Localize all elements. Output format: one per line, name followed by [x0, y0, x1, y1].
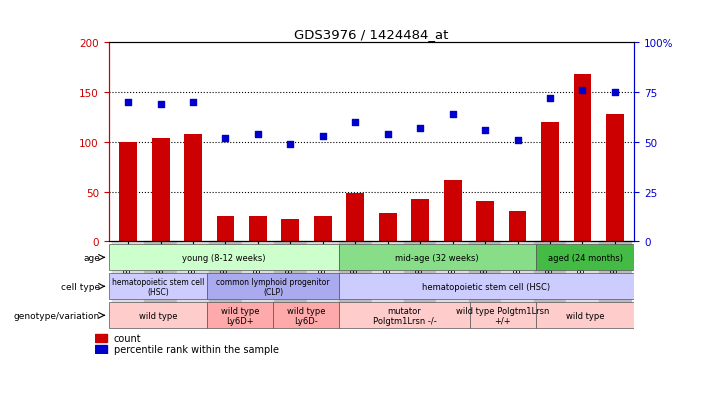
Bar — [274, 242, 306, 317]
Bar — [151, 138, 170, 242]
Text: wild type: wild type — [139, 311, 177, 320]
Point — [609, 90, 620, 96]
Bar — [606, 115, 624, 242]
Bar — [437, 242, 469, 317]
Text: wild type
Ly6D-: wild type Ly6D- — [287, 306, 325, 325]
Point — [318, 133, 329, 140]
Bar — [599, 242, 631, 317]
Text: count: count — [114, 333, 142, 343]
FancyBboxPatch shape — [207, 274, 339, 299]
Text: hematopoietic stem cell (HSC): hematopoietic stem cell (HSC) — [423, 282, 550, 291]
FancyBboxPatch shape — [536, 303, 634, 328]
Text: common lymphoid progenitor
(CLP): common lymphoid progenitor (CLP) — [216, 277, 329, 296]
Bar — [249, 217, 267, 242]
Text: wild type: wild type — [566, 311, 604, 320]
Bar — [573, 75, 592, 242]
FancyBboxPatch shape — [536, 245, 634, 271]
FancyBboxPatch shape — [109, 245, 339, 271]
Bar — [314, 217, 332, 242]
Bar — [184, 135, 202, 242]
Text: wild type
Ly6D+: wild type Ly6D+ — [221, 306, 259, 325]
Point — [447, 112, 458, 118]
Bar — [509, 212, 526, 242]
Point — [545, 95, 556, 102]
Point — [414, 125, 426, 132]
Bar — [217, 217, 234, 242]
FancyBboxPatch shape — [109, 303, 207, 328]
Point — [220, 135, 231, 142]
Bar — [339, 242, 372, 317]
Bar — [533, 242, 566, 317]
Text: mutator
Polgtm1Lrsn -/-: mutator Polgtm1Lrsn -/- — [372, 306, 436, 325]
FancyBboxPatch shape — [109, 274, 207, 299]
Point — [123, 100, 134, 106]
FancyBboxPatch shape — [339, 303, 470, 328]
Point — [577, 88, 588, 94]
Bar — [95, 334, 107, 342]
FancyBboxPatch shape — [470, 303, 536, 328]
Bar — [95, 345, 107, 353]
Bar — [177, 242, 210, 317]
Bar — [541, 123, 559, 242]
Bar — [119, 142, 137, 242]
FancyBboxPatch shape — [207, 303, 273, 328]
FancyBboxPatch shape — [339, 274, 634, 299]
Text: age: age — [83, 253, 100, 262]
Point — [350, 119, 361, 126]
Text: hematopoietic stem cell
(HSC): hematopoietic stem cell (HSC) — [111, 277, 204, 296]
Bar — [306, 242, 339, 317]
Text: mid-age (32 weeks): mid-age (32 weeks) — [395, 253, 479, 262]
Bar — [346, 194, 365, 242]
Point — [187, 100, 198, 106]
Bar — [144, 242, 177, 317]
Bar — [411, 200, 429, 242]
Point — [285, 141, 296, 148]
Bar — [501, 242, 533, 317]
FancyBboxPatch shape — [273, 303, 339, 328]
Bar — [242, 242, 274, 317]
Text: percentile rank within the sample: percentile rank within the sample — [114, 344, 279, 354]
FancyBboxPatch shape — [339, 245, 536, 271]
Point — [479, 127, 491, 134]
Bar — [566, 242, 599, 317]
Text: wild type Polgtm1Lrsn
+/+: wild type Polgtm1Lrsn +/+ — [456, 306, 550, 325]
Bar — [444, 180, 461, 242]
Title: GDS3976 / 1424484_at: GDS3976 / 1424484_at — [294, 28, 449, 41]
Point — [252, 131, 264, 138]
Text: cell type: cell type — [61, 282, 100, 291]
Bar — [282, 220, 299, 242]
Text: young (8-12 weeks): young (8-12 weeks) — [182, 253, 266, 262]
Bar — [210, 242, 242, 317]
Bar — [372, 242, 404, 317]
Bar — [476, 202, 494, 242]
Bar — [379, 214, 397, 242]
Text: genotype/variation: genotype/variation — [14, 311, 100, 320]
Text: aged (24 months): aged (24 months) — [547, 253, 622, 262]
Point — [382, 131, 393, 138]
Bar — [112, 242, 144, 317]
Bar — [469, 242, 501, 317]
Point — [155, 102, 166, 108]
Bar — [404, 242, 437, 317]
Point — [512, 137, 523, 144]
